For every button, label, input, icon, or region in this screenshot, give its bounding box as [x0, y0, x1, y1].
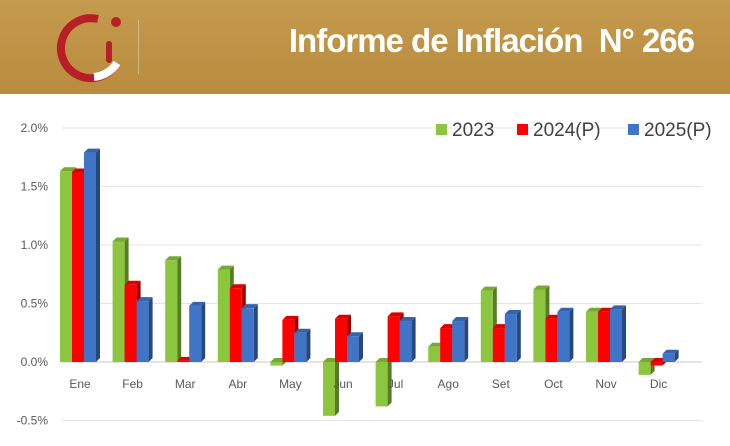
legend-label: 2023 — [452, 120, 494, 141]
x-tick-label: Set — [492, 377, 511, 391]
bar-2025p-oct — [557, 307, 574, 362]
bar-2025p-ago — [452, 317, 469, 362]
brand-logo-icon — [56, 14, 121, 83]
legend-item: 2025(P) — [628, 120, 712, 141]
bar-2025p-jul — [399, 317, 416, 362]
header-divider — [138, 20, 139, 74]
y-tick-label: 1.5% — [21, 180, 49, 194]
y-axis-ticks: -0.5% 0.0% 0.5% 1.0% 1.5% 2.0% — [17, 121, 49, 428]
x-tick-label: May — [279, 377, 302, 391]
legend-label: 2025(P) — [644, 120, 712, 141]
y-tick-label: 1.0% — [21, 238, 49, 252]
x-tick-label: Ago — [438, 377, 460, 391]
bar-2025p-dic — [662, 349, 679, 362]
x-tick-label: Nov — [595, 377, 616, 391]
y-tick-label: 0.5% — [21, 297, 49, 311]
bar-2025p-jun — [347, 332, 363, 362]
x-tick-label: Dic — [650, 377, 667, 391]
x-axis-ticks: Ene Feb Mar Abr May Jun Jul Ago Set Oct Nov Dic — [69, 377, 667, 391]
bar-2025p-ene — [84, 148, 100, 362]
legend-swatch — [628, 124, 639, 135]
legend-swatch — [436, 124, 447, 135]
x-tick-label: Jun — [333, 377, 352, 391]
bar-2023-jul — [375, 358, 392, 407]
x-tick-label: Ene — [69, 377, 91, 391]
bar-2025p-feb — [136, 297, 153, 362]
legend-label: 2024(P) — [533, 120, 601, 141]
y-tick-label: 2.0% — [21, 121, 49, 135]
bar-2025p-abr — [241, 304, 258, 362]
chart-bars — [60, 148, 679, 416]
x-tick-label: Mar — [175, 377, 196, 391]
x-tick-label: Oct — [544, 377, 563, 391]
inflation-bar-chart: -0.5% 0.0% 0.5% 1.0% 1.5% 2.0% Ene Feb Mar Abr Ma… — [17, 120, 712, 428]
bar-2025p-nov — [610, 305, 626, 362]
bar-2025p-may — [294, 328, 311, 362]
legend-item: 2024(P) — [517, 120, 601, 141]
bar-2025p-set — [504, 310, 521, 362]
x-tick-label: Abr — [228, 377, 247, 391]
x-tick-label: Jul — [388, 377, 403, 391]
x-tick-label: Feb — [122, 377, 143, 391]
legend-swatch — [517, 124, 528, 135]
y-tick-label: -0.5% — [17, 414, 49, 428]
report-title: Informe de Inflación N° 266 — [288, 22, 695, 59]
header-banner: Informe de Inflación N° 266 — [0, 0, 730, 94]
y-tick-label: 0.0% — [21, 355, 49, 369]
chart-legend: 2023 2024(P) 2025(P) — [436, 120, 712, 141]
bar-2023-dic — [638, 358, 655, 375]
legend-item: 2023 — [436, 120, 494, 141]
bar-2023-mar — [165, 256, 182, 362]
bar-2025p-mar — [189, 301, 206, 362]
